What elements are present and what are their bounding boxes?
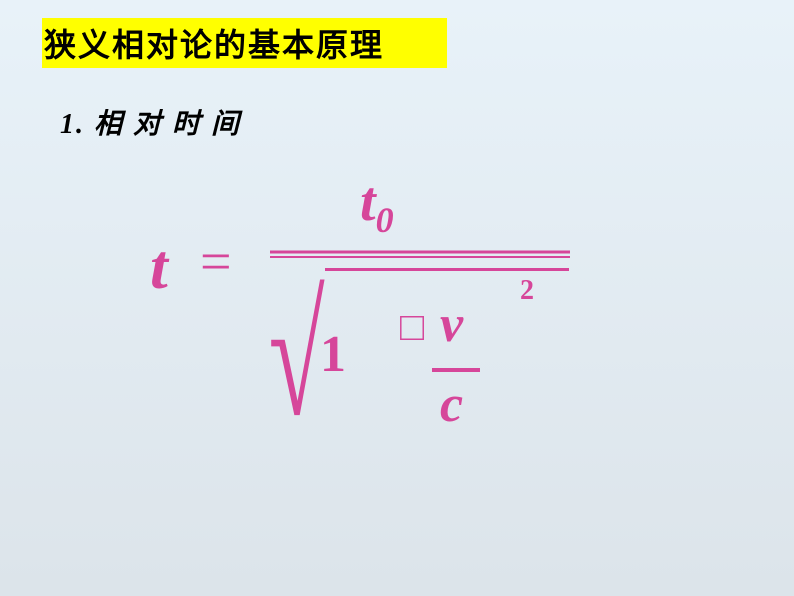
t0-base: t <box>360 171 376 233</box>
inner-fraction-line <box>432 368 480 372</box>
fraction-line <box>270 250 570 258</box>
sqrt-symbol: √ <box>269 260 325 455</box>
sqrt-vinculum <box>325 268 569 271</box>
page-title: 狭义相对论的基本原理 <box>44 27 384 63</box>
variable-t: t <box>150 230 168 304</box>
title-bar: 狭义相对论的基本原理 <box>42 18 447 68</box>
subtitle: 1. 相 对 时 间 <box>60 102 241 142</box>
t0-subscript: 0 <box>376 200 394 240</box>
exponent-2: 2 <box>520 275 534 307</box>
numerator-t0: t0 <box>360 170 394 241</box>
time-dilation-formula: t = t0 √ 1 □ v c 2 <box>150 170 580 470</box>
equals-sign: = <box>200 230 232 294</box>
variable-c: c <box>440 375 463 434</box>
placeholder-box: □ <box>400 305 424 350</box>
constant-one: 1 <box>320 325 346 384</box>
variable-v: v <box>440 295 463 354</box>
